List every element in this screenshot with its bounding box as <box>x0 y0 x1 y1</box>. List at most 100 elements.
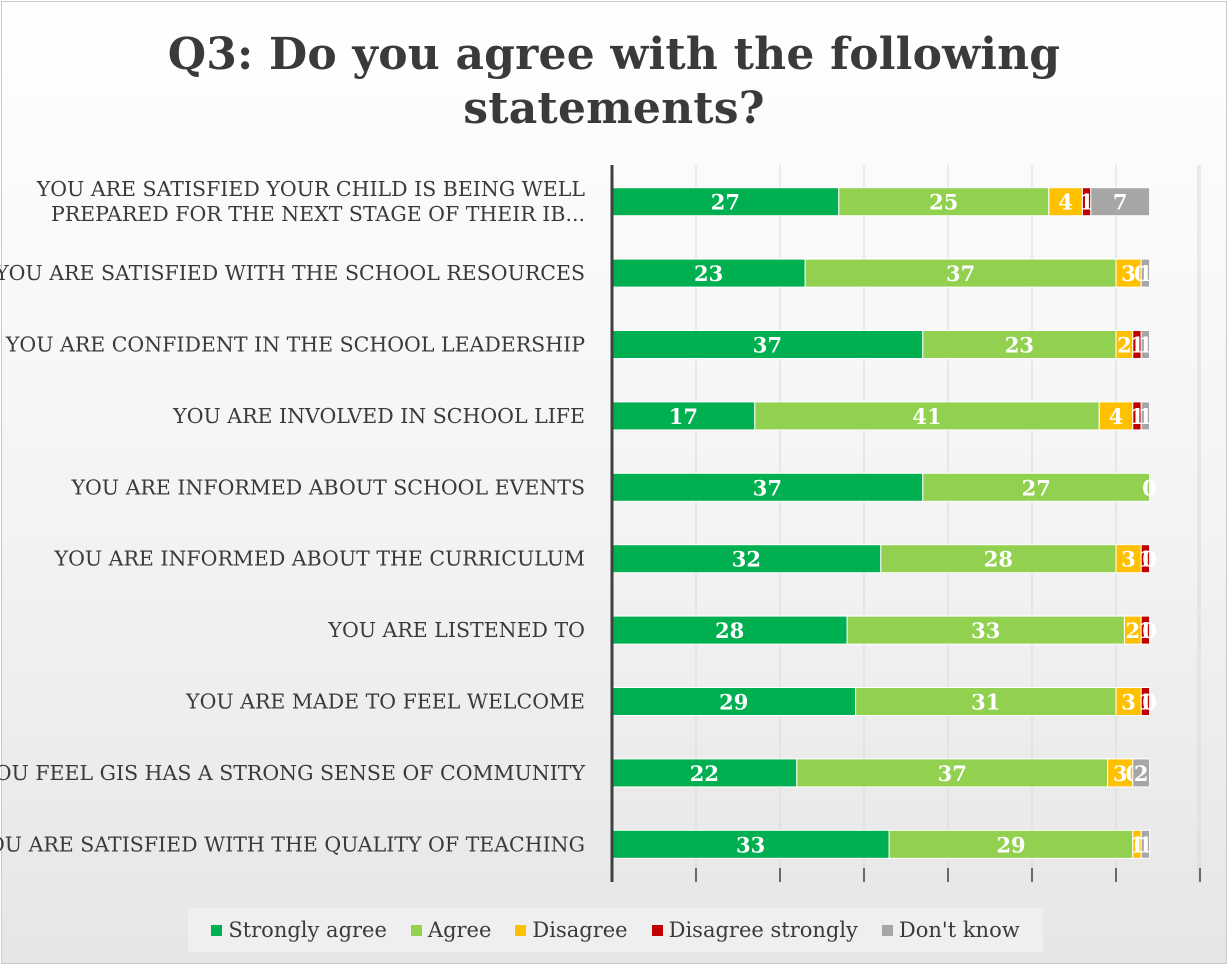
category-label: PREPARED FOR THE NEXT STAGE OF THEIR IB.… <box>51 202 585 226</box>
data-label: 29 <box>719 690 748 715</box>
category-label: YOU ARE SATISFIED WITH THE SCHOOL RESOUR… <box>0 261 585 285</box>
data-label: 4 <box>1109 404 1124 429</box>
bar-segment <box>611 544 882 574</box>
data-label: 1 <box>1138 404 1153 429</box>
category-label: YOU ARE LISTENED TO <box>327 618 585 642</box>
data-label: 33 <box>736 832 765 857</box>
category-label: YOU ARE SATISFIED WITH THE QUALITY OF TE… <box>0 832 585 856</box>
legend-swatch <box>211 924 223 936</box>
bar-segment <box>611 401 756 431</box>
data-label: 1 <box>1138 261 1153 286</box>
data-label: 28 <box>715 618 744 643</box>
bar-segment <box>1140 544 1151 574</box>
bar-segment <box>1048 187 1083 217</box>
legend-item: Disagree strongly <box>651 918 858 942</box>
data-label: 1 <box>1079 190 1094 215</box>
bar-segment <box>1140 401 1151 431</box>
category-label: YOU ARE INFORMED ABOUT THE CURRICULUM <box>54 547 585 571</box>
bar-segment <box>754 401 1100 431</box>
bar-segment <box>922 330 1117 359</box>
data-label: 28 <box>984 547 1013 572</box>
legend-item: Agree <box>410 918 492 942</box>
category-label: YOU ARE INVOLVED IN SCHOOL LIFE <box>172 404 585 428</box>
data-label: 0 <box>1142 547 1157 572</box>
data-label: 3 <box>1121 547 1136 572</box>
bar-segment <box>611 615 848 645</box>
legend-item: Don't know <box>881 918 1020 942</box>
data-label: 0 <box>1142 475 1157 500</box>
data-label: 37 <box>946 261 975 286</box>
bar-segment <box>880 544 1117 574</box>
data-label: 4 <box>1058 190 1073 215</box>
legend-label: Agree <box>427 918 492 942</box>
data-label: 3 <box>1121 690 1136 715</box>
bar-segment <box>611 472 924 502</box>
data-label: 17 <box>669 404 698 429</box>
data-label: 25 <box>929 190 958 215</box>
data-label: 0 <box>1142 690 1157 715</box>
data-label: 1 <box>1138 832 1153 857</box>
data-label: 37 <box>753 333 782 358</box>
data-label: 1 <box>1138 333 1153 358</box>
data-label: 29 <box>996 832 1025 857</box>
data-label: 2 <box>1134 761 1149 786</box>
category-label: YOU ARE CONFIDENT IN THE SCHOOL LEADERSH… <box>5 333 585 357</box>
bar-segment <box>796 758 1109 788</box>
data-label: 37 <box>753 475 782 500</box>
category-label: YOU ARE MADE TO FEEL WELCOME <box>185 690 585 714</box>
data-label: 1 <box>1130 832 1145 857</box>
data-label: 3 <box>1121 261 1136 286</box>
data-label: 2 <box>1125 618 1140 643</box>
bar-segment <box>1132 758 1151 788</box>
data-label: 33 <box>971 618 1000 643</box>
legend-item: Disagree <box>515 918 628 942</box>
category-label: YOU ARE SATISFIED YOUR CHILD IS BEING WE… <box>36 177 586 201</box>
data-label: 1 <box>1130 333 1145 358</box>
bar-segment <box>922 472 1151 502</box>
bar-segment <box>1140 615 1151 645</box>
legend-swatch <box>881 924 893 936</box>
bar-segment <box>804 258 1117 288</box>
bar-segment <box>1115 544 1142 574</box>
bar-segment <box>1107 758 1134 788</box>
category-label: YOU FEEL GIS HAS A STRONG SENSE OF COMMU… <box>0 761 585 785</box>
bar-segment <box>846 615 1125 645</box>
legend-item: Strongly agree <box>211 918 387 942</box>
bar-segment <box>1098 401 1134 431</box>
data-label: 3 <box>1113 761 1128 786</box>
data-label: 23 <box>694 261 723 286</box>
legend-label: Strongly agree <box>228 918 387 942</box>
bar-segment <box>888 829 1134 859</box>
data-label: 27 <box>1022 475 1051 500</box>
bar-segment <box>1090 187 1151 217</box>
legend-label: Disagree <box>532 918 628 942</box>
data-label: 23 <box>1005 333 1034 358</box>
bar-segment <box>1140 687 1151 716</box>
bar-segment <box>1140 330 1151 359</box>
category-label: YOU ARE INFORMED ABOUT SCHOOL EVENTS <box>70 475 585 499</box>
bar-segment <box>838 187 1050 217</box>
bar-segment <box>1140 829 1151 859</box>
data-label: 0 <box>1142 475 1157 500</box>
legend-label: Don't know <box>898 918 1020 942</box>
bar-segment <box>855 687 1117 716</box>
data-label: 41 <box>912 404 941 429</box>
data-label: 27 <box>711 190 740 215</box>
data-label: 2 <box>1117 333 1132 358</box>
data-label: 31 <box>971 690 1000 715</box>
bar-segment <box>1140 258 1151 288</box>
data-label: 1 <box>1130 404 1145 429</box>
data-label: 0 <box>1142 618 1157 643</box>
data-label: 37 <box>938 761 967 786</box>
legend-label: Disagree strongly <box>668 918 858 942</box>
chart-title-line-1: Q3: Do you agree with the following <box>167 29 1061 80</box>
legend-swatch <box>651 924 663 936</box>
data-label: 22 <box>690 761 719 786</box>
data-label: 1 <box>1138 547 1153 572</box>
data-label: 0 <box>1142 475 1157 500</box>
chart-title-line-2: statements? <box>463 83 765 134</box>
chart-legend: Strongly agree Agree Disagree Disagree stro… <box>188 908 1043 952</box>
legend-swatch <box>515 924 527 936</box>
bar-segment <box>611 330 924 359</box>
